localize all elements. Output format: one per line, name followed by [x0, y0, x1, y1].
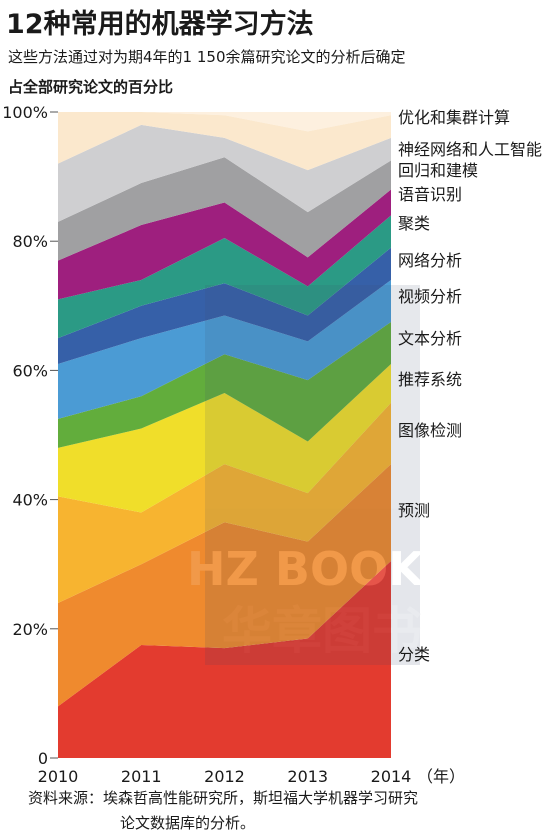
series-label: 网络分析 [398, 251, 462, 270]
area-series [58, 279, 391, 419]
series-labels: 优化和集群计算神经网络和人工智能回归和建模语音识别聚类网络分析视频分析文本分析推… [398, 108, 542, 664]
page-title: 12种常用的机器学习方法 [6, 9, 314, 40]
source-note: 资料来源：埃森哲高性能研究所，斯坦福大学机器学习研究 论文数据库的分析。 [28, 786, 548, 836]
series-label: 分类 [398, 645, 430, 664]
series-label: 回归和建模 [398, 161, 478, 180]
watermark-panel [205, 285, 420, 665]
series-label: 文本分析 [398, 329, 462, 348]
x-tick-label: 2013 [287, 767, 328, 786]
series-label: 图像检测 [398, 421, 462, 440]
y-tick-label: 0 [38, 749, 48, 768]
source-line-1: 资料来源：埃森哲高性能研究所，斯坦福大学机器学习研究 [28, 789, 419, 807]
series-label: 优化和集群计算 [398, 108, 510, 127]
series-label: 聚类 [398, 214, 430, 233]
source-line-2: 论文数据库的分析。 [120, 814, 256, 832]
y-tick-label: 40% [12, 491, 48, 510]
chart-areas [58, 112, 391, 758]
x-axis-ticks: 2010 2011 2012 2013 2014 （年） [38, 767, 465, 786]
y-tick-label: 100% [2, 103, 48, 122]
watermark-text-2: 华章图书 [222, 602, 422, 660]
y-tick-label: 20% [12, 620, 48, 639]
x-axis-unit: （年） [417, 767, 465, 786]
area-series [58, 189, 391, 300]
x-tick-label: 2012 [204, 767, 245, 786]
area-series [58, 321, 391, 448]
area-series [58, 215, 391, 339]
series-label: 语音识别 [398, 185, 462, 204]
y-axis-ticks: 0 20% 40% 60% 80% 100% [2, 103, 58, 768]
area-series [58, 560, 391, 758]
area-series [58, 464, 391, 707]
series-label: 视频分析 [398, 287, 462, 306]
x-tick-label: 2011 [121, 767, 162, 786]
area-series [58, 402, 391, 603]
watermark-text-1: HZ BOOKS [187, 542, 457, 596]
x-tick-label: 2014 [371, 767, 412, 786]
area-band [58, 112, 391, 132]
x-tick-label: 2010 [38, 767, 79, 786]
series-label: 预测 [398, 501, 430, 520]
watermark: HZ BOOKS 华章图书 [187, 285, 457, 665]
area-series [58, 363, 391, 513]
y-tick-label: 60% [12, 361, 48, 380]
area-series [58, 247, 391, 364]
area-series [58, 112, 391, 171]
y-tick-label: 80% [12, 232, 48, 251]
series-label: 推荐系统 [398, 370, 462, 389]
area-series [58, 124, 391, 222]
series-label: 神经网络和人工智能 [398, 140, 542, 159]
y-axis-caption: 占全部研究论文的百分比 [8, 78, 174, 96]
page-subtitle: 这些方法通过对为期4年的1 150余篇研究论文的分析后确定 [8, 48, 406, 66]
